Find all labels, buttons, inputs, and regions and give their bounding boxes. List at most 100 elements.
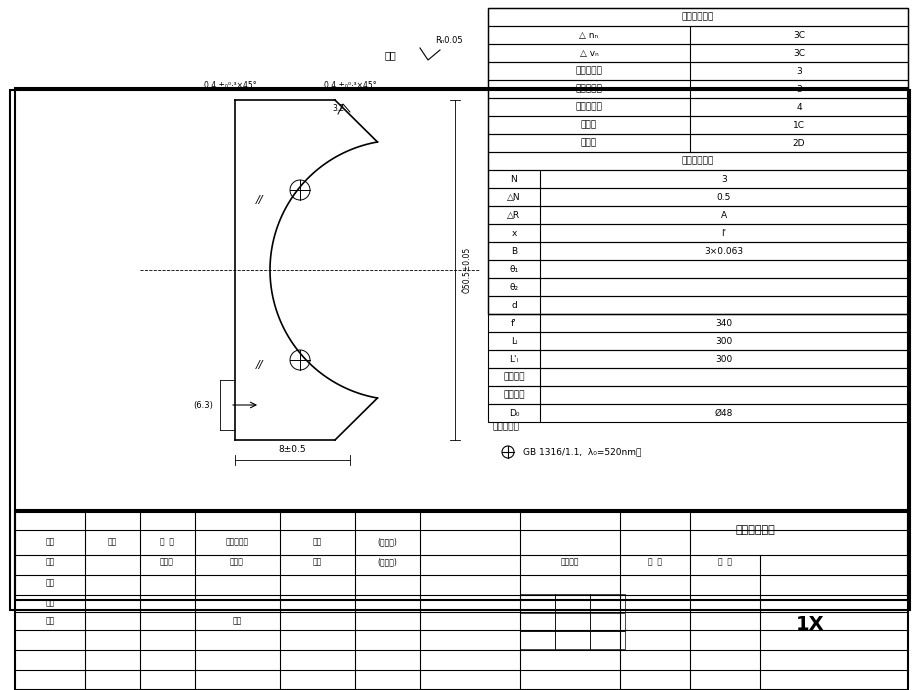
Text: N: N	[510, 175, 516, 184]
Text: Rₙ0.05: Rₙ0.05	[435, 35, 462, 44]
Bar	[487, 332, 907, 350]
Text: 技术要求：: 技术要求：	[493, 422, 519, 431]
Text: (6.3): (6.3)	[193, 400, 213, 409]
Text: Ø48: Ø48	[714, 408, 732, 417]
Text: Lₗ: Lₗ	[510, 337, 516, 346]
Text: 制图: 制图	[45, 578, 54, 587]
Text: L'ₗ: L'ₗ	[509, 355, 518, 364]
Text: 300: 300	[715, 355, 732, 364]
Text: 工艺: 工艺	[45, 616, 54, 626]
Text: 3×0.063: 3×0.063	[704, 246, 743, 255]
Bar	[554, 631, 589, 649]
Text: 3: 3	[720, 175, 726, 184]
Text: 设计: 设计	[45, 558, 54, 566]
Bar	[487, 170, 907, 188]
Text: 西安工业大学: 西安工业大学	[734, 525, 774, 535]
Text: 1C: 1C	[792, 121, 804, 130]
Text: 0.4 ±₀⁰⋅³×45°: 0.4 ±₀⁰⋅³×45°	[323, 81, 376, 90]
Bar	[487, 350, 907, 368]
Bar	[487, 224, 907, 242]
Text: 0.5: 0.5	[716, 193, 731, 201]
Text: A: A	[720, 210, 726, 219]
Bar	[487, 260, 907, 278]
Bar	[487, 98, 907, 116]
Bar	[589, 631, 624, 649]
Text: 标记: 标记	[45, 538, 54, 546]
Text: 其余: 其余	[384, 50, 396, 60]
Text: 光吸收系数: 光吸收系数	[575, 84, 602, 94]
Text: 3C: 3C	[792, 30, 804, 39]
Bar	[15, 88, 907, 600]
Bar	[487, 206, 907, 224]
Bar	[487, 152, 907, 170]
Bar	[589, 613, 624, 631]
Text: 3.2: 3.2	[332, 104, 344, 112]
Text: x: x	[511, 228, 516, 237]
Text: //: //	[256, 195, 264, 205]
Text: 3C: 3C	[792, 48, 804, 57]
Bar	[487, 8, 907, 314]
Text: △ vₙ: △ vₙ	[579, 48, 597, 57]
Text: 标准化: 标准化	[230, 558, 244, 566]
Text: 2D: 2D	[792, 139, 804, 148]
Text: Ö50.5±0.05: Ö50.5±0.05	[462, 247, 471, 293]
Text: GB 1316/1.1,  λ₀=520nm。: GB 1316/1.1, λ₀=520nm。	[522, 448, 641, 457]
Text: f': f'	[511, 319, 516, 328]
Bar	[10, 90, 909, 610]
Bar	[487, 44, 907, 62]
Text: 阶段标记: 阶段标记	[561, 558, 579, 566]
Bar	[519, 613, 554, 631]
Text: 3: 3	[795, 84, 801, 94]
Bar	[487, 116, 907, 134]
Bar	[487, 188, 907, 206]
Bar	[487, 26, 907, 44]
Text: l': l'	[720, 228, 726, 237]
Text: (年月日): (年月日)	[377, 538, 396, 546]
Text: 1X: 1X	[795, 615, 823, 635]
Bar	[487, 134, 907, 152]
Text: 0.4 ±₀⁰⋅³×45°: 0.4 ±₀⁰⋅³×45°	[203, 81, 256, 90]
Text: θ₂: θ₂	[509, 282, 518, 291]
Text: //: //	[256, 360, 264, 370]
Text: D₀: D₀	[508, 408, 518, 417]
Bar	[487, 386, 907, 404]
Bar	[487, 296, 907, 314]
Bar	[519, 594, 554, 612]
Bar	[487, 8, 907, 26]
Text: 倒二面角: 倒二面角	[503, 373, 524, 382]
Bar	[554, 613, 589, 631]
Text: 8±0.5: 8±0.5	[278, 446, 306, 455]
Text: 气泡度: 气泡度	[580, 139, 596, 148]
Text: 340: 340	[715, 319, 732, 328]
Text: 3: 3	[795, 66, 801, 75]
Text: 处数: 处数	[108, 538, 117, 546]
Text: 审核: 审核	[45, 598, 54, 607]
Text: 重  量: 重 量	[647, 558, 662, 566]
Text: B: B	[510, 246, 516, 255]
Text: 比  例: 比 例	[717, 558, 732, 566]
Bar	[487, 62, 907, 80]
Text: 倒三面角: 倒三面角	[503, 391, 524, 400]
Text: △ nₙ: △ nₙ	[579, 30, 598, 39]
Text: △N: △N	[506, 193, 520, 201]
Text: (年月日): (年月日)	[377, 558, 396, 566]
Text: △R: △R	[507, 210, 520, 219]
Text: 签名: 签名	[312, 538, 322, 546]
Text: 年月日: 年月日	[160, 558, 174, 566]
Bar	[487, 314, 907, 332]
Text: θ₁: θ₁	[509, 264, 518, 273]
Text: 条纹度: 条纹度	[580, 121, 596, 130]
Bar	[487, 80, 907, 98]
Bar	[15, 512, 907, 690]
Text: 更改文件号: 更改文件号	[225, 538, 248, 546]
Text: 对零件的要求: 对零件的要求	[681, 157, 713, 166]
Bar	[554, 594, 589, 612]
Text: 分  区: 分 区	[160, 538, 174, 546]
Text: 光学均匀性: 光学均匀性	[575, 66, 602, 75]
Text: 对材料的要求: 对材料的要求	[681, 12, 713, 21]
Bar	[487, 404, 907, 422]
Text: 批准: 批准	[233, 616, 242, 626]
Bar	[487, 242, 907, 260]
Bar	[487, 368, 907, 386]
Text: 应力双折射: 应力双折射	[575, 103, 602, 112]
